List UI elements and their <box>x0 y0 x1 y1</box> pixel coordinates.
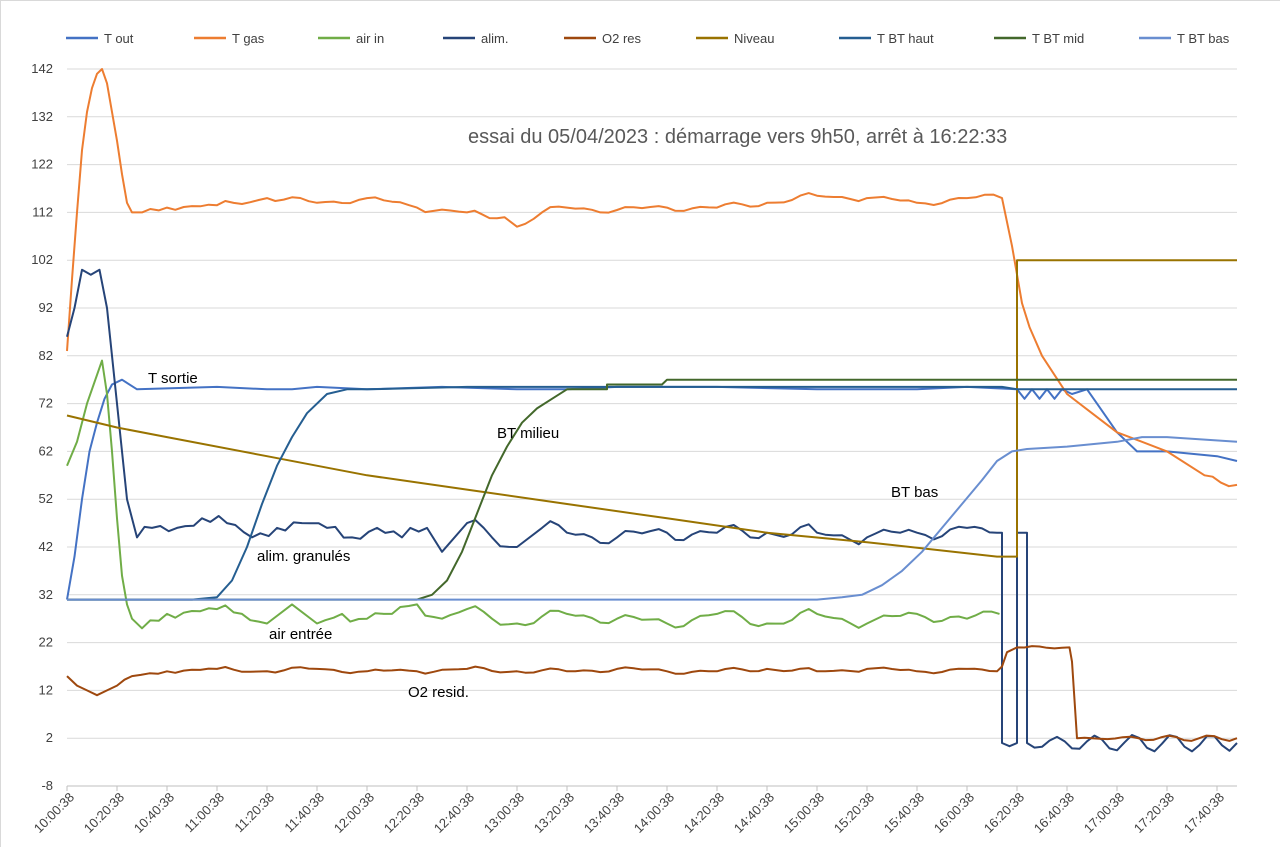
annotation-t-sortie: T sortie <box>148 370 198 387</box>
y-tick-label: 12 <box>39 682 53 697</box>
y-tick-label: 82 <box>39 348 53 363</box>
series-line-t-bt-haut <box>67 385 1237 601</box>
legend-label-t-gas: T gas <box>232 31 265 46</box>
series-line-air-in <box>66 359 1000 630</box>
legend-label-t-bt-bas: T BT bas <box>1177 31 1230 46</box>
y-tick-label: 2 <box>46 730 53 745</box>
y-tick-label: 122 <box>31 157 53 172</box>
y-tick-label: 142 <box>31 61 53 76</box>
series-line-o2-res <box>66 645 1238 742</box>
y-tick-label: 132 <box>31 109 53 124</box>
series-line-alim <box>66 268 1238 753</box>
annotation-bt-bas: BT bas <box>891 484 938 501</box>
series-line-t-bt-bas <box>67 436 1238 601</box>
y-tick-label: 62 <box>39 443 53 458</box>
y-tick-label: 22 <box>39 635 53 650</box>
legend-label-air-in: air in <box>356 31 384 46</box>
legend-label-t-out: T out <box>104 31 134 46</box>
series-line-niveau <box>66 259 1237 558</box>
series-line-t-out <box>66 378 1238 600</box>
series-line-t-bt-mid <box>67 378 1237 601</box>
y-tick-label: 32 <box>39 587 53 602</box>
y-tick-label: 72 <box>39 396 53 411</box>
legend-label-t-bt-haut: T BT haut <box>877 31 934 46</box>
legend: T out T gas air in alim. O2 res Niveau T BT ha… <box>66 31 1230 46</box>
annotation-o2-resid: O2 resid. <box>408 684 469 701</box>
legend-label-t-bt-mid: T BT mid <box>1032 31 1084 46</box>
annotation-air-entree: air entrée <box>269 626 332 643</box>
chart-title: essai du 05/04/2023 : démarrage vers 9h5… <box>468 126 1007 148</box>
legend-label-niveau: Niveau <box>734 31 774 46</box>
y-tick-label: 112 <box>32 204 53 219</box>
y-tick-label: 102 <box>31 252 53 267</box>
annotation-bt-milieu: BT milieu <box>497 425 559 442</box>
annotation-alim-granules: alim. granulés <box>257 548 350 565</box>
y-tick-label: 92 <box>39 300 53 315</box>
y-tick-label: -8 <box>41 778 53 793</box>
legend-label-alim: alim. <box>481 31 508 46</box>
legend-label-o2-res: O2 res <box>602 31 642 46</box>
gridlines <box>67 68 1237 787</box>
y-tick-label: 52 <box>39 491 53 506</box>
series-line-t-gas <box>66 68 1238 488</box>
series-lines <box>66 68 1238 753</box>
y-tick-label: 42 <box>39 539 53 554</box>
